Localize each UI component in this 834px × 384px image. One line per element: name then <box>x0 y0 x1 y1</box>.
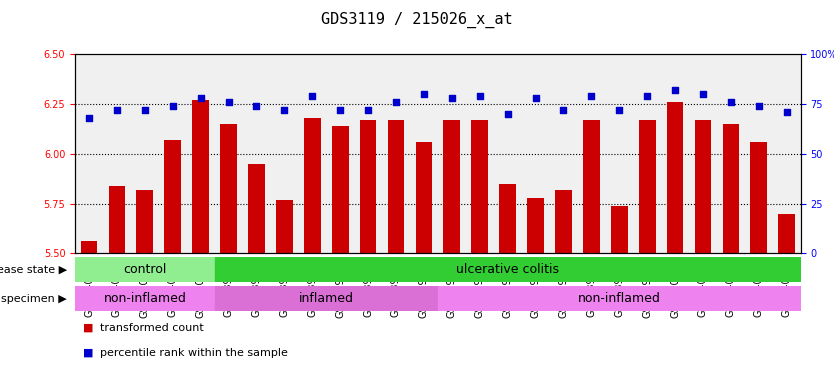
Text: non-inflamed: non-inflamed <box>578 292 661 305</box>
Bar <box>444 120 460 253</box>
Bar <box>75 257 214 282</box>
Text: ulcerative colitis: ulcerative colitis <box>456 263 559 276</box>
Bar <box>415 142 432 253</box>
Text: specimen ▶: specimen ▶ <box>1 293 67 304</box>
Point <box>501 111 515 117</box>
Bar <box>214 286 438 311</box>
Bar <box>81 242 98 253</box>
Bar <box>471 120 488 253</box>
Bar <box>695 120 711 253</box>
Point <box>305 93 319 99</box>
Point <box>696 91 710 97</box>
Bar <box>388 120 404 253</box>
Bar <box>276 200 293 253</box>
Point <box>445 94 459 101</box>
Point <box>194 94 208 101</box>
Bar <box>108 185 125 253</box>
Point <box>641 93 654 99</box>
Point <box>473 93 486 99</box>
Bar <box>778 214 795 253</box>
Point <box>83 114 96 121</box>
Bar <box>555 190 572 253</box>
Bar <box>751 142 767 253</box>
Bar <box>722 124 739 253</box>
Text: transformed count: transformed count <box>100 323 203 333</box>
Bar <box>438 286 801 311</box>
Text: inflamed: inflamed <box>299 292 354 305</box>
Point <box>278 107 291 113</box>
Point <box>389 99 403 105</box>
Text: percentile rank within the sample: percentile rank within the sample <box>100 348 288 358</box>
Bar <box>527 197 544 253</box>
Bar <box>75 286 214 311</box>
Text: GDS3119 / 215026_x_at: GDS3119 / 215026_x_at <box>321 12 513 28</box>
Bar <box>214 257 801 282</box>
Point <box>752 103 766 109</box>
Point <box>334 107 347 113</box>
Bar <box>639 120 656 253</box>
Point <box>138 107 152 113</box>
Text: non-inflamed: non-inflamed <box>103 292 186 305</box>
Point <box>612 107 626 113</box>
Point <box>249 103 263 109</box>
Bar <box>666 102 683 253</box>
Bar <box>332 126 349 253</box>
Point <box>417 91 430 97</box>
Point <box>529 94 542 101</box>
Point <box>780 109 793 115</box>
Bar <box>583 120 600 253</box>
Point <box>585 93 598 99</box>
Bar <box>164 140 181 253</box>
Bar <box>137 190 153 253</box>
Point <box>668 87 681 93</box>
Bar <box>193 100 209 253</box>
Point <box>724 99 737 105</box>
Bar <box>500 184 516 253</box>
Point <box>110 107 123 113</box>
Point <box>166 103 179 109</box>
Bar <box>304 118 320 253</box>
Text: ■: ■ <box>83 348 94 358</box>
Bar <box>610 205 628 253</box>
Bar <box>359 120 376 253</box>
Text: control: control <box>123 263 167 276</box>
Point <box>361 107 374 113</box>
Bar <box>248 164 265 253</box>
Point <box>222 99 235 105</box>
Bar <box>220 124 237 253</box>
Text: disease state ▶: disease state ▶ <box>0 265 67 275</box>
Point <box>557 107 570 113</box>
Text: ■: ■ <box>83 323 94 333</box>
